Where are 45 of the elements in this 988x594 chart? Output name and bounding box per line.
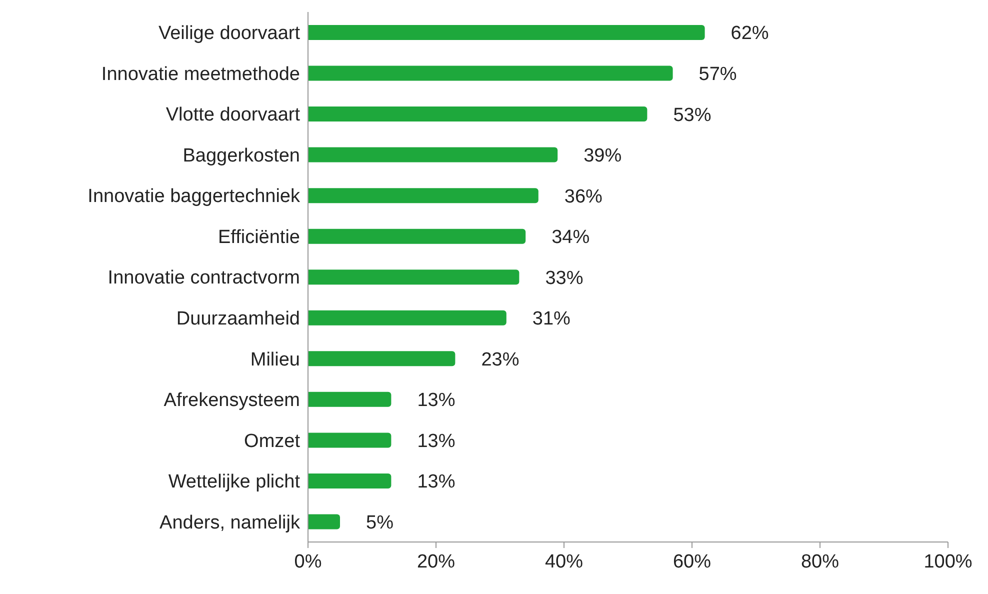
data-label: 13% (417, 430, 456, 452)
y-tick-label: Afrekensysteem (164, 390, 300, 412)
x-tick-label: 100% (924, 551, 972, 572)
bar (308, 66, 673, 81)
data-label: 62% (730, 23, 769, 44)
y-tick-label: Anders, namelijk (160, 512, 300, 534)
bar (308, 514, 340, 530)
data-label: 33% (545, 268, 584, 289)
x-tick-label: 20% (416, 551, 456, 572)
y-tick-label: Vlotte doorvaart (166, 104, 301, 126)
data-label: 39% (584, 146, 622, 167)
bar (308, 310, 506, 326)
x-tick-label: 80% (800, 551, 840, 572)
bar (308, 351, 456, 366)
data-label: 57% (698, 64, 737, 86)
y-tick-label: Baggerkosten (182, 145, 300, 166)
x-tick-label: 0% (294, 551, 322, 572)
data-label: 36% (564, 186, 603, 208)
data-label: 31% (532, 308, 571, 330)
y-tick-label: Innovatie meetmethode (101, 64, 300, 85)
y-tick-label: Wettelijke plicht (168, 472, 301, 493)
bar (308, 228, 526, 244)
data-label: 13% (417, 472, 456, 493)
bar (308, 25, 705, 40)
y-tick-label: Omzet (244, 430, 301, 452)
data-label: 34% (552, 227, 590, 248)
bar (308, 188, 538, 204)
data-label: 13% (417, 390, 456, 412)
x-tick-label: 40% (544, 551, 584, 572)
bar (308, 473, 392, 488)
data-label: 5% (366, 512, 394, 534)
bar (308, 106, 648, 122)
y-tick-label: Innovatie contractvorm (108, 268, 300, 289)
bar (308, 432, 392, 448)
y-tick-label: Efficiëntie (218, 226, 300, 248)
y-tick-label: Milieu (250, 349, 300, 370)
data-label: 53% (673, 104, 712, 126)
x-tick-label: 60% (672, 551, 712, 572)
data-label: 23% (481, 349, 520, 370)
y-tick-label: Duurzaamheid (176, 308, 300, 330)
y-tick-label: Innovatie baggertechniek (88, 186, 300, 208)
bar (308, 392, 392, 407)
bar (308, 147, 558, 162)
bar (308, 270, 520, 285)
y-tick-label: Veilige doorvaart (158, 23, 301, 44)
